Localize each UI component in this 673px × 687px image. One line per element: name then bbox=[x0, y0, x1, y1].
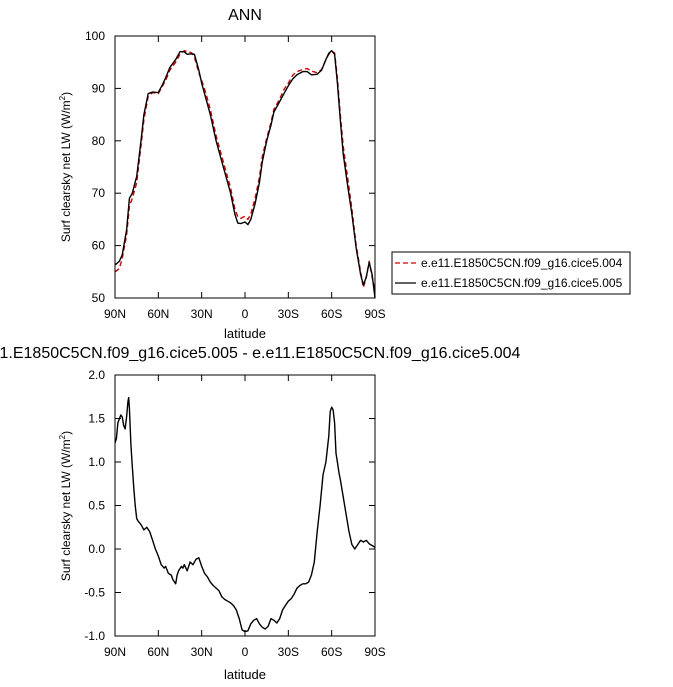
bottom-axis-ticks: 90N 60N 30N 0 30S 60S 90S -1.0 -0.5 0.0 0.5 1.0 1.5 2… bbox=[84, 368, 385, 659]
b-x-tick-label-3: 0 bbox=[242, 645, 249, 659]
top-x-axis-label: latitude bbox=[224, 326, 266, 341]
b-x-tick-label-5: 60S bbox=[321, 645, 342, 659]
t-y-tick-label-1: 60 bbox=[92, 239, 106, 253]
t-y-tick-label-3: 80 bbox=[92, 134, 106, 148]
t-y-tick-label-5: 100 bbox=[85, 29, 105, 43]
legend: e.e11.E1850C5CN.f09_g16.cice5.004 e.e11.… bbox=[391, 251, 631, 295]
b-x-tick-label-0: 90N bbox=[104, 645, 126, 659]
b-y-tick-label-4: 1.0 bbox=[88, 455, 105, 469]
b-x-tick-label-4: 30S bbox=[278, 645, 299, 659]
b-x-tick-label-1: 60N bbox=[147, 645, 169, 659]
t-x-tick-label-4: 30S bbox=[278, 307, 299, 321]
top-panel: ANN 90N 60N 30N 0 30S 60S 90S 50 60 70 80 90 100 lat… bbox=[58, 7, 386, 341]
b-y-tick-label-0: -1.0 bbox=[84, 629, 105, 643]
top-axis-ticks: 90N 60N 30N 0 30S 60S 90S 50 60 70 80 90 100 bbox=[85, 29, 386, 321]
top-y-axis-label: Surf clearsky net LW (W/m2) bbox=[58, 92, 73, 242]
bottom-x-axis-label: latitude bbox=[224, 667, 266, 682]
b-series-line-0 bbox=[114, 396, 376, 633]
b-y-tick-label-3: 0.5 bbox=[88, 499, 105, 513]
t-x-tick-label-3: 0 bbox=[242, 307, 249, 321]
bottom-plot-frame bbox=[114, 374, 376, 637]
legend-label-series-1: e.e11.E1850C5CN.f09_g16.cice5.004 bbox=[421, 256, 623, 270]
b-y-tick-label-2: 0.0 bbox=[88, 542, 105, 556]
t-x-tick-label-5: 60S bbox=[321, 307, 342, 321]
t-y-tick-label-0: 50 bbox=[92, 291, 106, 305]
bottom-y-axis-label: Surf clearsky net LW (W/m2) bbox=[58, 431, 73, 581]
b-y-tick-label-1: -0.5 bbox=[84, 586, 105, 600]
t-series-line-1 bbox=[114, 50, 376, 299]
bottom-y-label-text: Surf clearsky net LW (W/m bbox=[59, 439, 73, 581]
t-series-line-0 bbox=[114, 50, 376, 291]
t-x-tick-label-2: 30N bbox=[191, 307, 213, 321]
top-y-label-close: ) bbox=[59, 92, 73, 96]
bottom-y-label-close: ) bbox=[59, 431, 73, 435]
b-x-tick-label-6: 90S bbox=[364, 645, 385, 659]
top-chart-title: ANN bbox=[228, 7, 262, 24]
bottom-series-group bbox=[114, 396, 376, 633]
legend-label-series-2: e.e11.E1850C5CN.f09_g16.cice5.005 bbox=[421, 276, 623, 290]
top-y-label-text: Surf clearsky net LW (W/m bbox=[59, 100, 73, 242]
t-x-tick-label-0: 90N bbox=[104, 307, 126, 321]
t-y-tick-label-4: 90 bbox=[92, 81, 106, 95]
b-y-tick-label-5: 1.5 bbox=[88, 412, 105, 426]
b-y-tick-label-6: 2.0 bbox=[88, 368, 105, 382]
b-x-tick-label-2: 30N bbox=[191, 645, 213, 659]
legend-box bbox=[391, 251, 631, 295]
top-plot-frame bbox=[114, 35, 376, 299]
bottom-panel: e.e11.E1850C5CN.f09_g16.cice5.005 - e.e1… bbox=[0, 345, 521, 682]
bottom-y-label-sup: 2 bbox=[58, 434, 67, 439]
t-x-tick-label-6: 90S bbox=[364, 307, 385, 321]
t-x-tick-label-1: 60N bbox=[147, 307, 169, 321]
t-y-tick-label-2: 70 bbox=[92, 186, 106, 200]
top-y-label-sup: 2 bbox=[58, 95, 67, 100]
bottom-chart-title: e.e11.E1850C5CN.f09_g16.cice5.005 - e.e1… bbox=[0, 345, 521, 362]
top-series-group bbox=[114, 50, 376, 299]
